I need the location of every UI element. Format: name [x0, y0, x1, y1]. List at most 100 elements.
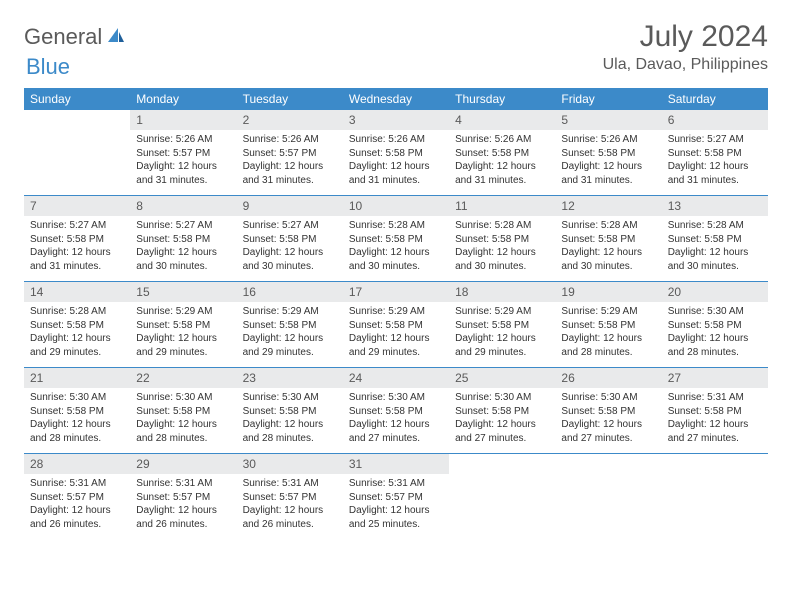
daylight-text: and 30 minutes.: [561, 260, 655, 274]
sunset-text: Sunset: 5:57 PM: [136, 491, 230, 505]
sunrise-text: Sunrise: 5:30 AM: [243, 391, 337, 405]
daylight-text: Daylight: 12 hours: [349, 418, 443, 432]
sunset-text: Sunset: 5:58 PM: [136, 319, 230, 333]
sunrise-text: Sunrise: 5:26 AM: [561, 133, 655, 147]
daylight-text: Daylight: 12 hours: [243, 418, 337, 432]
date-number-cell: 2: [237, 110, 343, 130]
title-block: July 2024 Ula, Davao, Philippines: [603, 20, 768, 74]
sunrise-text: Sunrise: 5:31 AM: [243, 477, 337, 491]
sunrise-text: Sunrise: 5:31 AM: [30, 477, 124, 491]
date-data-cell: Sunrise: 5:30 AMSunset: 5:58 PMDaylight:…: [555, 388, 661, 454]
date-number-cell: [24, 110, 130, 130]
sunrise-text: Sunrise: 5:29 AM: [561, 305, 655, 319]
sunset-text: Sunset: 5:58 PM: [561, 233, 655, 247]
date-number-cell: 25: [449, 368, 555, 389]
daylight-text: and 30 minutes.: [455, 260, 549, 274]
sunrise-text: Sunrise: 5:28 AM: [561, 219, 655, 233]
sunset-text: Sunset: 5:58 PM: [455, 233, 549, 247]
date-number-row: 14151617181920: [24, 282, 768, 303]
daylight-text: Daylight: 12 hours: [136, 246, 230, 260]
date-number-cell: 23: [237, 368, 343, 389]
date-data-cell: Sunrise: 5:30 AMSunset: 5:58 PMDaylight:…: [343, 388, 449, 454]
date-data-cell: Sunrise: 5:29 AMSunset: 5:58 PMDaylight:…: [449, 302, 555, 368]
logo-text-1: General: [24, 24, 102, 50]
date-data-cell: Sunrise: 5:29 AMSunset: 5:58 PMDaylight:…: [237, 302, 343, 368]
date-data-cell: Sunrise: 5:26 AMSunset: 5:58 PMDaylight:…: [449, 130, 555, 196]
sunrise-text: Sunrise: 5:30 AM: [561, 391, 655, 405]
sunrise-text: Sunrise: 5:28 AM: [668, 219, 762, 233]
daylight-text: Daylight: 12 hours: [668, 418, 762, 432]
sunrise-text: Sunrise: 5:31 AM: [136, 477, 230, 491]
daylight-text: and 28 minutes.: [668, 346, 762, 360]
sunrise-text: Sunrise: 5:29 AM: [136, 305, 230, 319]
date-number-cell: 1: [130, 110, 236, 130]
date-number-cell: 11: [449, 196, 555, 217]
sunset-text: Sunset: 5:57 PM: [243, 147, 337, 161]
calendar-body: 123456Sunrise: 5:26 AMSunset: 5:57 PMDay…: [24, 110, 768, 539]
date-data-cell: Sunrise: 5:31 AMSunset: 5:57 PMDaylight:…: [237, 474, 343, 539]
sunrise-text: Sunrise: 5:26 AM: [455, 133, 549, 147]
sunrise-text: Sunrise: 5:29 AM: [349, 305, 443, 319]
sunset-text: Sunset: 5:57 PM: [349, 491, 443, 505]
daylight-text: and 31 minutes.: [136, 174, 230, 188]
date-number-cell: [449, 454, 555, 475]
date-number-cell: 16: [237, 282, 343, 303]
sunrise-text: Sunrise: 5:26 AM: [243, 133, 337, 147]
calendar-table: Sunday Monday Tuesday Wednesday Thursday…: [24, 88, 768, 539]
daylight-text: and 28 minutes.: [136, 432, 230, 446]
sunset-text: Sunset: 5:58 PM: [349, 405, 443, 419]
date-number-row: 21222324252627: [24, 368, 768, 389]
daylight-text: Daylight: 12 hours: [561, 418, 655, 432]
date-data-cell: Sunrise: 5:27 AMSunset: 5:58 PMDaylight:…: [662, 130, 768, 196]
sunset-text: Sunset: 5:57 PM: [136, 147, 230, 161]
daylight-text: and 30 minutes.: [349, 260, 443, 274]
date-data-cell: Sunrise: 5:31 AMSunset: 5:57 PMDaylight:…: [130, 474, 236, 539]
date-data-cell: Sunrise: 5:26 AMSunset: 5:58 PMDaylight:…: [555, 130, 661, 196]
daylight-text: Daylight: 12 hours: [349, 504, 443, 518]
date-number-cell: 30: [237, 454, 343, 475]
daylight-text: and 27 minutes.: [349, 432, 443, 446]
date-number-cell: 27: [662, 368, 768, 389]
daylight-text: and 31 minutes.: [30, 260, 124, 274]
sunrise-text: Sunrise: 5:26 AM: [136, 133, 230, 147]
date-data-row: Sunrise: 5:27 AMSunset: 5:58 PMDaylight:…: [24, 216, 768, 282]
date-number-cell: 31: [343, 454, 449, 475]
sunset-text: Sunset: 5:58 PM: [30, 405, 124, 419]
sunrise-text: Sunrise: 5:30 AM: [668, 305, 762, 319]
daylight-text: Daylight: 12 hours: [30, 246, 124, 260]
date-number-row: 28293031: [24, 454, 768, 475]
daylight-text: Daylight: 12 hours: [349, 332, 443, 346]
title-location: Ula, Davao, Philippines: [603, 56, 768, 74]
sunrise-text: Sunrise: 5:30 AM: [136, 391, 230, 405]
sunset-text: Sunset: 5:57 PM: [30, 491, 124, 505]
sunset-text: Sunset: 5:58 PM: [455, 147, 549, 161]
daylight-text: and 28 minutes.: [30, 432, 124, 446]
daylight-text: and 30 minutes.: [136, 260, 230, 274]
sunset-text: Sunset: 5:58 PM: [668, 233, 762, 247]
daylight-text: Daylight: 12 hours: [455, 246, 549, 260]
daylight-text: and 29 minutes.: [349, 346, 443, 360]
sunset-text: Sunset: 5:58 PM: [30, 233, 124, 247]
date-data-cell: Sunrise: 5:29 AMSunset: 5:58 PMDaylight:…: [555, 302, 661, 368]
date-number-cell: 20: [662, 282, 768, 303]
date-data-cell: Sunrise: 5:30 AMSunset: 5:58 PMDaylight:…: [449, 388, 555, 454]
daylight-text: and 31 minutes.: [243, 174, 337, 188]
sunrise-text: Sunrise: 5:31 AM: [349, 477, 443, 491]
date-data-row: Sunrise: 5:31 AMSunset: 5:57 PMDaylight:…: [24, 474, 768, 539]
daylight-text: and 26 minutes.: [136, 518, 230, 532]
sunset-text: Sunset: 5:58 PM: [243, 319, 337, 333]
sunset-text: Sunset: 5:58 PM: [455, 319, 549, 333]
sunrise-text: Sunrise: 5:30 AM: [455, 391, 549, 405]
daylight-text: Daylight: 12 hours: [243, 246, 337, 260]
sunset-text: Sunset: 5:58 PM: [349, 147, 443, 161]
date-number-cell: 3: [343, 110, 449, 130]
daylight-text: Daylight: 12 hours: [136, 418, 230, 432]
dow-monday: Monday: [130, 88, 236, 110]
sunset-text: Sunset: 5:57 PM: [243, 491, 337, 505]
sunrise-text: Sunrise: 5:26 AM: [349, 133, 443, 147]
daylight-text: and 30 minutes.: [243, 260, 337, 274]
date-number-cell: [555, 454, 661, 475]
date-data-cell: Sunrise: 5:28 AMSunset: 5:58 PMDaylight:…: [555, 216, 661, 282]
daylight-text: Daylight: 12 hours: [30, 504, 124, 518]
daylight-text: Daylight: 12 hours: [455, 332, 549, 346]
